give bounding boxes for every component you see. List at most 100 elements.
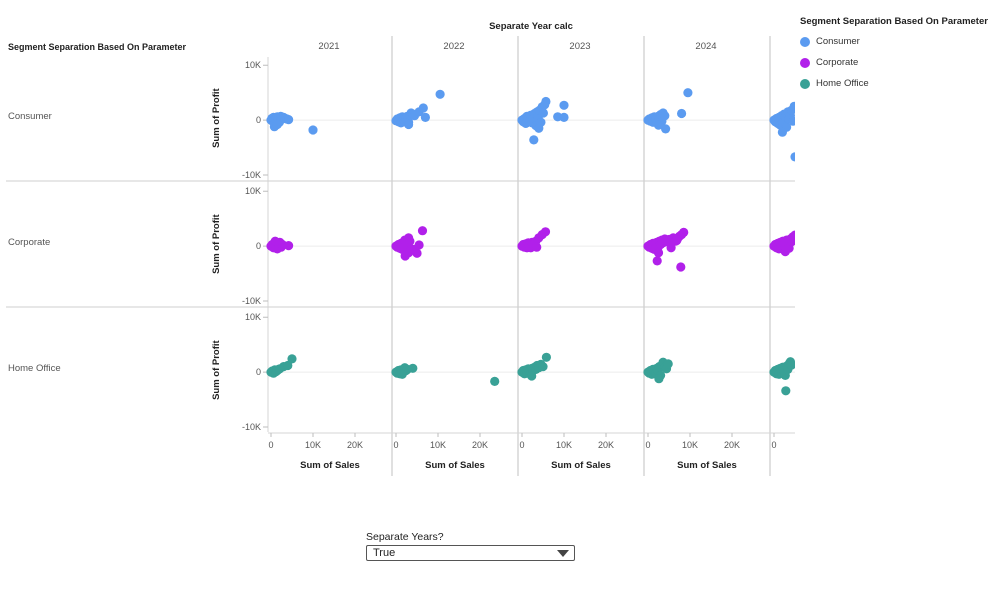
x-tick-label: 0 xyxy=(771,440,776,450)
chart-title: Separate Year calc xyxy=(489,21,573,32)
scatter-point xyxy=(663,359,673,369)
scatter-point xyxy=(408,363,418,373)
scatter-point xyxy=(308,125,318,135)
y-axis-title: Sum of Profit xyxy=(211,213,222,273)
y-tick-label: 0 xyxy=(256,367,261,377)
column-header-2024: 2024 xyxy=(695,41,716,52)
scatter-point xyxy=(287,354,297,364)
legend-label-corporate: Corporate xyxy=(816,57,859,68)
x-tick-label: 0 xyxy=(645,440,650,450)
scatter-point xyxy=(787,360,795,370)
scatter-point xyxy=(534,123,544,133)
column-header-2023: 2023 xyxy=(569,41,590,52)
y-tick-label: -10K xyxy=(242,296,261,306)
legend-swatch-corporate xyxy=(800,57,810,68)
dropdown-value: True xyxy=(373,547,396,559)
legend-swatch-consumer xyxy=(800,36,810,47)
scatter-point xyxy=(284,115,294,125)
x-tick-label: 0 xyxy=(519,440,524,450)
x-tick-label: 20K xyxy=(347,440,363,450)
x-tick-label: 10K xyxy=(305,440,321,450)
scatter-point xyxy=(660,111,670,121)
legend-label-consumer: Consumer xyxy=(816,36,860,47)
row-label-home-office: Home Office xyxy=(8,363,61,374)
scatter-point xyxy=(400,251,410,261)
y-axis-title: Sum of Profit xyxy=(211,339,222,399)
legend-title: Segment Separation Based On Parameter xyxy=(800,16,988,27)
scatter-point xyxy=(532,242,542,252)
y-tick-label: 0 xyxy=(256,241,261,251)
scatter-point xyxy=(538,362,548,372)
scatter-point xyxy=(777,127,788,137)
x-tick-label: 10K xyxy=(682,440,698,450)
x-tick-label: 10K xyxy=(430,440,446,450)
scatter-point xyxy=(541,96,551,107)
y-axis-title: Sum of Profit xyxy=(211,87,222,147)
scatter-point xyxy=(790,152,795,162)
x-tick-label: 20K xyxy=(724,440,740,450)
y-tick-label: -10K xyxy=(242,422,261,432)
scatter-point xyxy=(559,100,569,110)
scatter-point xyxy=(790,230,795,240)
scatter-point xyxy=(677,108,687,119)
x-axis-title: Sum of Sales xyxy=(425,460,485,471)
scatter-point xyxy=(781,386,791,396)
scatter-point xyxy=(788,116,795,126)
parameter-label: Separate Years? xyxy=(366,531,444,543)
scatter-point xyxy=(789,101,795,111)
scatter-point xyxy=(679,227,689,237)
scatter-point xyxy=(284,241,294,251)
y-tick-label: 0 xyxy=(256,115,261,125)
x-axis-title: Sum of Sales xyxy=(300,460,360,471)
scatter-point xyxy=(541,352,552,362)
scatter-point xyxy=(283,360,293,371)
row-label-consumer: Consumer xyxy=(8,111,52,122)
legend-item-home-office[interactable]: Home Office xyxy=(800,77,995,90)
x-tick-label: 10K xyxy=(556,440,572,450)
column-header-2022: 2022 xyxy=(443,41,464,52)
legend-label-home-office: Home Office xyxy=(816,78,869,89)
scatter-point xyxy=(653,248,664,258)
scatter-point xyxy=(412,248,422,258)
scatter-point xyxy=(490,376,500,386)
legend-item-consumer[interactable]: Consumer xyxy=(800,35,995,48)
column-header-2021: 2021 xyxy=(318,41,339,52)
scatter-point xyxy=(654,374,664,384)
scatter-point xyxy=(559,112,569,122)
legend-item-corporate[interactable]: Corporate xyxy=(800,56,995,69)
scatter-point xyxy=(435,89,445,99)
scatter-point xyxy=(652,256,662,266)
scatter-point xyxy=(529,135,539,145)
scatter-point xyxy=(272,119,282,130)
scatter-point xyxy=(672,236,682,246)
row-label-corporate: Corporate xyxy=(8,237,50,248)
scatter-point xyxy=(540,227,551,237)
scatter-point xyxy=(414,240,424,250)
y-tick-label: 10K xyxy=(245,60,261,70)
scatter-point xyxy=(676,262,686,272)
scatter-point xyxy=(418,103,428,113)
legend-swatch-home-office xyxy=(800,78,810,89)
scatter-point xyxy=(666,243,676,253)
scatter-point xyxy=(661,124,671,134)
scatter-point xyxy=(527,371,537,381)
scatter-point xyxy=(417,226,428,236)
x-tick-label: 0 xyxy=(393,440,398,450)
scatter-point xyxy=(270,236,280,246)
row-header: Segment Separation Based On Parameter xyxy=(8,42,187,52)
scatter-point xyxy=(404,119,414,130)
scatter-point xyxy=(538,108,549,118)
scatter-point xyxy=(420,112,430,122)
x-tick-label: 20K xyxy=(598,440,614,450)
x-tick-label: 0 xyxy=(268,440,273,450)
scatter-point xyxy=(405,236,415,246)
chevron-down-icon[interactable] xyxy=(557,550,569,557)
x-axis-title: Sum of Sales xyxy=(551,460,611,471)
y-tick-label: -10K xyxy=(242,170,261,180)
x-axis-title: Sum of Sales xyxy=(677,460,737,471)
scatter-point xyxy=(683,88,693,98)
separate-years-dropdown[interactable]: True xyxy=(366,545,575,561)
scatter-point xyxy=(653,120,664,130)
y-tick-label: 10K xyxy=(245,312,261,322)
